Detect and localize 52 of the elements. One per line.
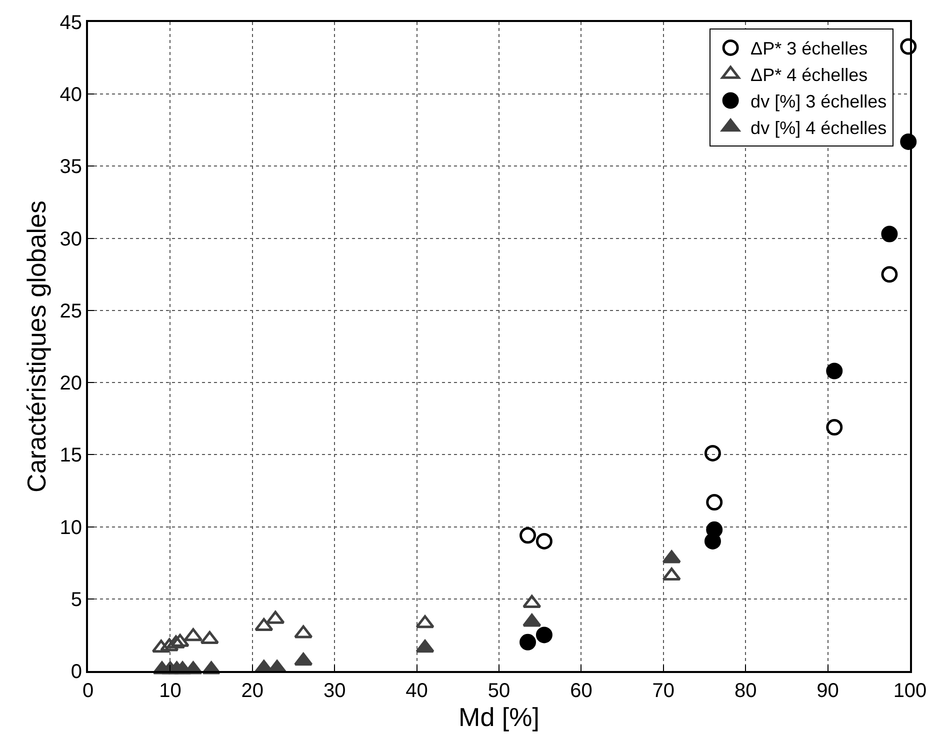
point <box>881 266 898 283</box>
point <box>826 362 843 380</box>
x-tick-label: 100 <box>893 680 927 702</box>
point <box>704 444 721 462</box>
x-tick-label: 40 <box>406 680 428 702</box>
x-tick-label: 60 <box>570 680 592 702</box>
point <box>416 640 434 653</box>
x-tick-label: 10 <box>159 680 182 702</box>
y-tick-label: 5 <box>70 588 82 611</box>
point <box>520 527 536 544</box>
point <box>520 634 536 650</box>
point <box>881 226 898 242</box>
point <box>166 635 186 648</box>
y-tick-label: 10 <box>60 516 82 539</box>
x-tick-label: 80 <box>734 680 757 702</box>
y-tick-label: 40 <box>60 84 82 106</box>
x-tick-label: 90 <box>816 680 839 702</box>
legend-label: dv [%] 3 échelles <box>750 92 887 112</box>
y-axis-title: Caractéristiques globales <box>22 200 52 492</box>
point <box>200 631 219 644</box>
x-tick-label: 30 <box>323 680 346 702</box>
point <box>522 594 542 608</box>
y-tick-label: 20 <box>60 372 82 395</box>
point <box>152 640 170 653</box>
point <box>900 38 917 55</box>
point <box>294 625 313 638</box>
x-tick-label: 20 <box>241 680 264 702</box>
y-tick-label: 15 <box>60 444 82 467</box>
point <box>416 615 434 628</box>
legend-label: ΔP* 4 échelles <box>750 65 868 86</box>
legend-label: dv [%] 4 échelles <box>750 118 887 138</box>
point <box>662 568 681 581</box>
point <box>266 610 285 624</box>
point <box>536 532 552 550</box>
y-tick-label: 30 <box>60 228 82 250</box>
point <box>294 652 313 666</box>
point <box>522 614 542 627</box>
point <box>706 521 723 538</box>
x-tick-label: 50 <box>488 680 510 702</box>
point <box>826 419 843 436</box>
y-tick-label: 45 <box>60 12 82 34</box>
x-axis-title: Md [%] <box>458 702 540 732</box>
y-tick-label: 0 <box>70 661 82 683</box>
point <box>160 638 179 652</box>
point <box>662 550 681 564</box>
legend-label: ΔP* 3 échelles <box>750 38 868 59</box>
x-tick-label: 70 <box>652 680 675 702</box>
point <box>170 634 190 647</box>
point <box>254 618 274 632</box>
y-tick-label: 25 <box>60 300 82 322</box>
point <box>706 494 723 511</box>
y-tick-label: 35 <box>60 156 82 178</box>
